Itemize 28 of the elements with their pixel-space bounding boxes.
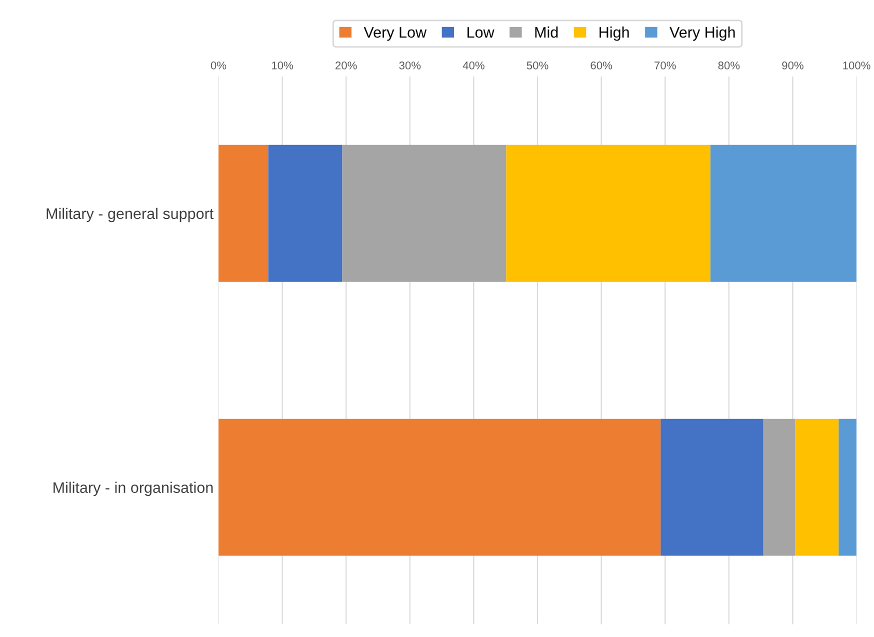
x-tick-label: 90% (782, 62, 804, 70)
x-tick-label: 30% (399, 62, 421, 70)
bar (710, 144, 857, 282)
y-tick-label: Military - in organisation (54, 482, 213, 496)
bar (506, 144, 710, 282)
y-tick-label: Military - general support (46, 208, 214, 222)
legend-label: High (600, 26, 629, 41)
x-tick-label: 70% (654, 62, 676, 70)
legend-label: Low (468, 27, 494, 38)
x-tick-label: 40% (462, 62, 484, 70)
bar (763, 418, 796, 556)
legend-label: Very High (670, 26, 735, 41)
x-tick-label: 50% (526, 62, 548, 70)
x-tick-label: 20% (336, 62, 357, 70)
bar (268, 144, 342, 282)
x-tick-label: 10% (272, 62, 294, 70)
bar (660, 418, 764, 556)
x-tick-label: 80% (718, 62, 740, 70)
bar (218, 144, 268, 282)
x-tick-label: 60% (590, 62, 612, 70)
x-tick-label: 0% (210, 62, 226, 70)
legend-label: Very Low (364, 27, 427, 41)
legend-label: Mid (535, 26, 558, 38)
bar (342, 144, 506, 282)
x-tick-label: 100% (843, 62, 870, 70)
bar (795, 418, 839, 556)
bar (218, 418, 661, 556)
bar (838, 418, 857, 556)
